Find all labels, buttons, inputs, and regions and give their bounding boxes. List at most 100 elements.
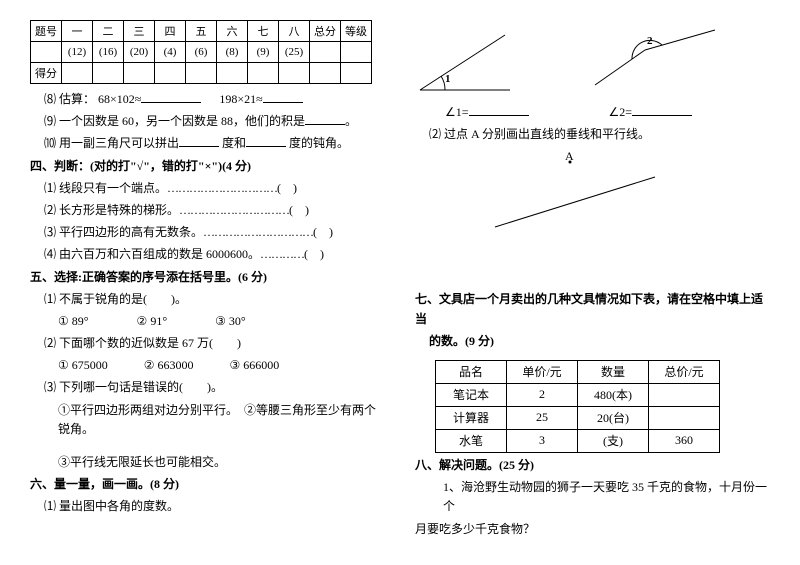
goods-cell: 20(台) bbox=[578, 406, 649, 429]
score-cell: (9) bbox=[248, 42, 279, 63]
s5-2: ⑵ 下面哪个数的近似数是 67 万( ) bbox=[30, 334, 385, 353]
score-cell: 七 bbox=[248, 21, 279, 42]
s5-3-option-1: ①平行四边形两组对边分别平行。 ②等腰三角形至少有两个锐角。 bbox=[30, 401, 385, 439]
paren[interactable]: ( ) bbox=[289, 203, 309, 217]
score-cell: 八 bbox=[279, 21, 310, 42]
score-cell bbox=[310, 63, 341, 84]
goods-cell: 360 bbox=[649, 429, 720, 452]
score-cell: (4) bbox=[155, 42, 186, 63]
q8-blank-b[interactable] bbox=[263, 90, 303, 103]
goods-header: 数量 bbox=[578, 360, 649, 383]
score-cell: (6) bbox=[186, 42, 217, 63]
s8-1b: 月要吃多少千克食物？ bbox=[415, 520, 770, 539]
q10-blank-a[interactable] bbox=[179, 134, 219, 147]
s7-title-2: 的数。(9 分) bbox=[415, 332, 770, 351]
q8-blank-a[interactable] bbox=[141, 90, 201, 103]
s4-2-text: ⑵ 长方形是特殊的梯形。 bbox=[44, 203, 179, 217]
angle-figures: 1 2 bbox=[415, 20, 770, 100]
q8-text-b: 198×21≈ bbox=[219, 92, 262, 106]
angle1-lines bbox=[420, 35, 510, 90]
line-figure bbox=[475, 147, 695, 257]
score-cell: 五 bbox=[186, 21, 217, 42]
q9-blank[interactable] bbox=[305, 112, 345, 125]
dots bbox=[179, 203, 289, 217]
q8-line: ⑻ 估算： 68×102≈ 198×21≈ bbox=[30, 90, 385, 109]
score-cell: 总分 bbox=[310, 21, 341, 42]
s5-title: 五、选择:正确答案的序号添在括号里。(6 分) bbox=[30, 268, 385, 287]
angle1-figure: 1 bbox=[415, 20, 575, 100]
goods-header: 品名 bbox=[436, 360, 507, 383]
score-cell bbox=[62, 63, 93, 84]
angle2-label: 2 bbox=[647, 35, 653, 47]
s5-2-options: ① 675000 ② 663000 ③ 666000 bbox=[30, 356, 385, 375]
score-cell bbox=[186, 63, 217, 84]
s4-title: 四、判断：(对的打"√"，错的打"×")(4 分) bbox=[30, 157, 385, 176]
goods-cell: (支) bbox=[578, 429, 649, 452]
s4-1-text: ⑴ 线段只有一个端点。 bbox=[44, 181, 167, 195]
q9-text: ⑼ 一个因数是 60，另一个因数是 88，他们的积是 bbox=[44, 114, 305, 128]
score-cell bbox=[217, 63, 248, 84]
score-cell: (16) bbox=[93, 42, 124, 63]
score-cell bbox=[341, 42, 372, 63]
score-cell bbox=[155, 63, 186, 84]
s5-3: ⑶ 下列哪一句话是错误的( )。 bbox=[30, 378, 385, 397]
angle-answers: ∠1= ∠2= bbox=[415, 103, 770, 122]
q10-b: 度和 bbox=[222, 136, 246, 150]
score-cell: 题号 bbox=[31, 21, 62, 42]
goods-header: 总价/元 bbox=[649, 360, 720, 383]
a1-blank[interactable] bbox=[469, 103, 529, 116]
dots bbox=[203, 225, 313, 239]
goods-cell: 3 bbox=[507, 429, 578, 452]
a2-blank[interactable] bbox=[632, 103, 692, 116]
angle2-figure: 2 bbox=[585, 20, 755, 100]
q10-a: ⑽ 用一副三角尺可以拼出 bbox=[44, 136, 179, 150]
score-cell: 一 bbox=[62, 21, 93, 42]
goods-header: 单价/元 bbox=[507, 360, 578, 383]
dots bbox=[167, 181, 277, 195]
q9-line: ⑼ 一个因数是 60，另一个因数是 88，他们的积是。 bbox=[30, 112, 385, 131]
given-line bbox=[495, 177, 655, 227]
s6-1: ⑴ 量出图中各角的度数。 bbox=[30, 497, 385, 516]
s8-title: 八、解决问题。(25 分) bbox=[415, 456, 770, 475]
q2-text: ⑵ 过点 A 分别画出直线的垂线和平行线。 bbox=[415, 125, 770, 144]
score-cell bbox=[310, 42, 341, 63]
goods-cell: 笔记本 bbox=[436, 383, 507, 406]
score-cell: (8) bbox=[217, 42, 248, 63]
s4-1: ⑴ 线段只有一个端点。 ( ) bbox=[30, 179, 385, 198]
goods-cell: 计算器 bbox=[436, 406, 507, 429]
score-cell: (25) bbox=[279, 42, 310, 63]
paren[interactable]: ( ) bbox=[304, 247, 324, 261]
a1-label: ∠1= bbox=[445, 105, 469, 119]
paren[interactable]: ( ) bbox=[277, 181, 297, 195]
goods-table: 品名单价/元数量总价/元 笔记本2480(本)计算器2520(台)水笔3(支)3… bbox=[435, 360, 720, 453]
point-a-label: A bbox=[565, 149, 574, 164]
goods-cell[interactable] bbox=[649, 406, 720, 429]
s6-title: 六、量一量，画一画。(8 分) bbox=[30, 475, 385, 494]
goods-cell: 480(本) bbox=[578, 383, 649, 406]
score-cell bbox=[341, 63, 372, 84]
a2-label: ∠2= bbox=[609, 105, 633, 119]
q10-c: 度的钝角。 bbox=[289, 136, 349, 150]
goods-cell: 水笔 bbox=[436, 429, 507, 452]
left-column: 题号一二三四五六七八总分等级 (12)(16)(20)(4)(6)(8)(9)(… bbox=[30, 20, 385, 542]
score-table: 题号一二三四五六七八总分等级 (12)(16)(20)(4)(6)(8)(9)(… bbox=[30, 20, 372, 84]
s5-3-option-2: ③平行线无限延长也可能相交。 bbox=[30, 453, 385, 472]
angle1-label: 1 bbox=[445, 73, 451, 85]
score-cell: 三 bbox=[124, 21, 155, 42]
q10-blank-b[interactable] bbox=[246, 134, 286, 147]
score-cell: 二 bbox=[93, 21, 124, 42]
goods-cell[interactable] bbox=[649, 383, 720, 406]
paren[interactable]: ( ) bbox=[313, 225, 333, 239]
goods-cell: 25 bbox=[507, 406, 578, 429]
s4-3-text: ⑶ 平行四边形的高有无数条。 bbox=[44, 225, 203, 239]
s4-4-text: ⑷ 由六百万和六百组成的数是 6000600。 bbox=[44, 247, 260, 261]
line-figure-container: A bbox=[475, 147, 770, 267]
score-cell: (20) bbox=[124, 42, 155, 63]
angle1-answer: ∠1= bbox=[445, 103, 529, 122]
s7-title: 七、文具店一个月卖出的几种文具情况如下表，请在空格中填上适当 bbox=[415, 290, 770, 328]
score-cell bbox=[279, 63, 310, 84]
score-cell: 六 bbox=[217, 21, 248, 42]
s5-1: ⑴ 不属于锐角的是( )。 bbox=[30, 290, 385, 309]
q8-text-a: ⑻ 估算： 68×102≈ bbox=[44, 92, 141, 106]
angle2-lines bbox=[595, 30, 715, 85]
